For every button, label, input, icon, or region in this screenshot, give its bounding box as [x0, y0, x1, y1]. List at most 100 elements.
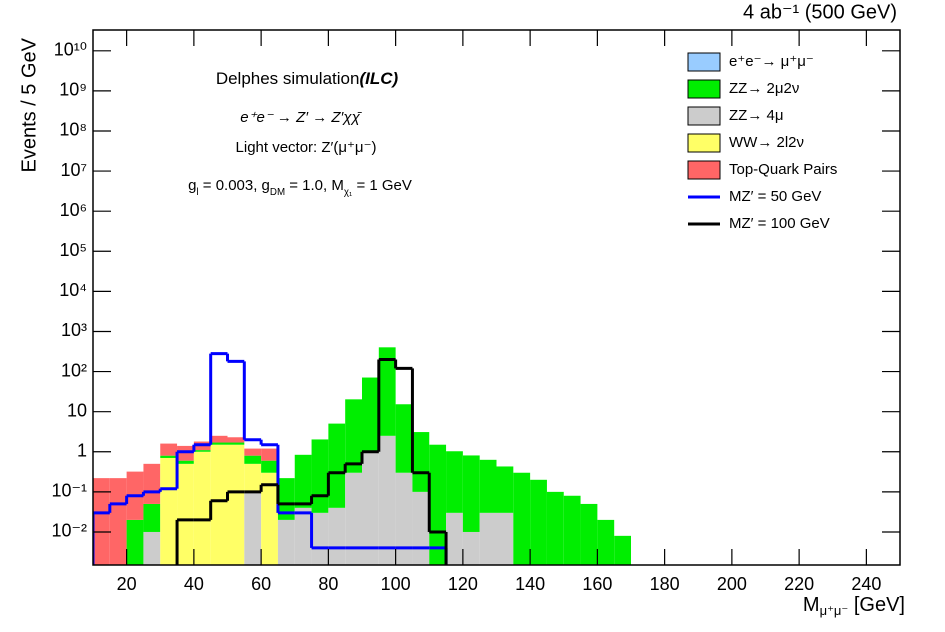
subscript: χ₁ [344, 187, 353, 198]
text-part: = 1 GeV [352, 177, 412, 194]
histogram-segment [311, 512, 329, 565]
histogram-segment [143, 463, 161, 504]
x-tick-label: 180 [650, 574, 680, 594]
histogram-segment [160, 457, 178, 565]
histogram-segment [126, 519, 144, 565]
histogram-segment [261, 460, 278, 473]
x-tick-label: 140 [515, 574, 545, 594]
legend-symbol [687, 106, 721, 126]
legend-label: MZ′ = 50 GeV [729, 188, 821, 205]
subscript: DM [270, 187, 285, 198]
histogram-segment [143, 503, 161, 532]
histogram-segment [177, 460, 194, 464]
x-tick-label: 160 [582, 574, 612, 594]
y-tick-label: 10⁷ [60, 160, 87, 180]
legend-symbol [687, 160, 721, 180]
histogram-segment [614, 535, 631, 565]
y-tick-label: 10⁻² [51, 521, 87, 541]
histogram-segment [496, 512, 514, 565]
histogram-segment [546, 491, 564, 565]
histogram-segment [227, 444, 245, 565]
plot-frame [92, 29, 901, 566]
histogram-segment [496, 466, 514, 513]
x-tick-label: 100 [381, 574, 411, 594]
histogram-segment [277, 519, 295, 565]
histogram-segment [177, 445, 194, 461]
histogram-segment [345, 472, 362, 565]
text-part: = 1.0, M [285, 177, 344, 194]
x-tick-label: 240 [851, 574, 881, 594]
x-tick-label: 40 [184, 574, 204, 594]
histogram-segment [479, 459, 497, 513]
histogram-segment [378, 435, 396, 565]
legend-label: MZ′ = 100 GeV [729, 215, 830, 232]
histogram-segment [261, 448, 278, 461]
annotation: e⁺e⁻ → Z′ → Z′χχ̄ [240, 109, 363, 126]
histogram-segment [362, 377, 379, 452]
text-part: = 0.003, g [199, 177, 270, 194]
y-tick-label: 10³ [61, 320, 87, 340]
histogram-segment [244, 448, 262, 456]
y-tick-label: 10 [67, 400, 87, 420]
x-tick-label: 80 [318, 574, 338, 594]
x-tick-label: 20 [117, 574, 137, 594]
legend-label: ZZ→ 4μ [729, 107, 783, 124]
legend-symbol [687, 52, 721, 72]
histogram-segment [429, 444, 447, 565]
legend-label: ZZ→ 2μ2ν [729, 80, 799, 97]
histogram-segment [210, 442, 228, 445]
histogram-segment [227, 437, 245, 443]
histogram-segment [93, 478, 110, 565]
histogram-segment [580, 503, 598, 565]
histogram-segment [294, 454, 312, 508]
histogram-segment [143, 531, 161, 565]
histogram-segment [362, 451, 379, 565]
histogram-segment [210, 444, 228, 565]
legend-symbol [687, 79, 721, 99]
legend-label: WW→ 2l2ν [729, 134, 804, 151]
histogram-segment [513, 472, 531, 565]
legend-label: Top-Quark Pairs [729, 161, 837, 178]
histogram-segment [109, 478, 127, 565]
histogram-segment [177, 463, 194, 565]
annotation-part: Delphes simulation [216, 69, 360, 88]
text-part: M [803, 594, 820, 616]
histogram-segment [277, 478, 295, 520]
legend-label: e⁺e⁻→ μ⁺μ⁻ [729, 53, 814, 70]
histogram-segment [446, 512, 463, 565]
annotation-part: (ILC) [359, 69, 398, 88]
histogram-segment [530, 479, 547, 565]
histogram-segment [563, 495, 581, 565]
histogram-segment [597, 519, 615, 565]
histogram-segment [462, 531, 480, 565]
y-tick-label: 10⁹ [59, 80, 87, 100]
histogram-segment [328, 423, 346, 508]
subscript: l [196, 187, 198, 198]
histogram-segment [345, 399, 362, 473]
histogram-segment [193, 451, 211, 565]
x-axis-label: Mμ⁺μ⁻ [GeV] [803, 594, 905, 618]
subscript: μ⁺μ⁻ [820, 603, 849, 618]
annotation: gl = 0.003, gDM = 1.0, Mχ₁ = 1 GeV [188, 177, 412, 198]
histogram-segment [412, 491, 430, 565]
y-tick-label: 10² [61, 360, 87, 380]
histogram-segment [378, 347, 396, 436]
annotation: Delphes simulation(ILC) [216, 69, 399, 88]
histogram-segment [311, 439, 329, 513]
histogram-segment [244, 455, 262, 464]
chart-title: 4 ab⁻¹ (500 GeV) [743, 1, 897, 23]
legend-symbol [687, 133, 721, 153]
histogram-segment [261, 472, 278, 565]
histogram-segment [479, 512, 497, 565]
histogram-segment [160, 443, 178, 456]
y-tick-label: 10⁴ [59, 280, 87, 300]
x-tick-label: 200 [717, 574, 747, 594]
histogram-segment [395, 472, 413, 565]
plot-area [93, 347, 631, 565]
x-tick-label: 60 [251, 574, 271, 594]
y-tick-label: 10¹⁰ [54, 40, 87, 60]
histogram-segment [227, 442, 245, 445]
y-tick-label: 10⁻¹ [51, 481, 87, 501]
y-axis-label: Events / 5 GeV [18, 37, 40, 172]
